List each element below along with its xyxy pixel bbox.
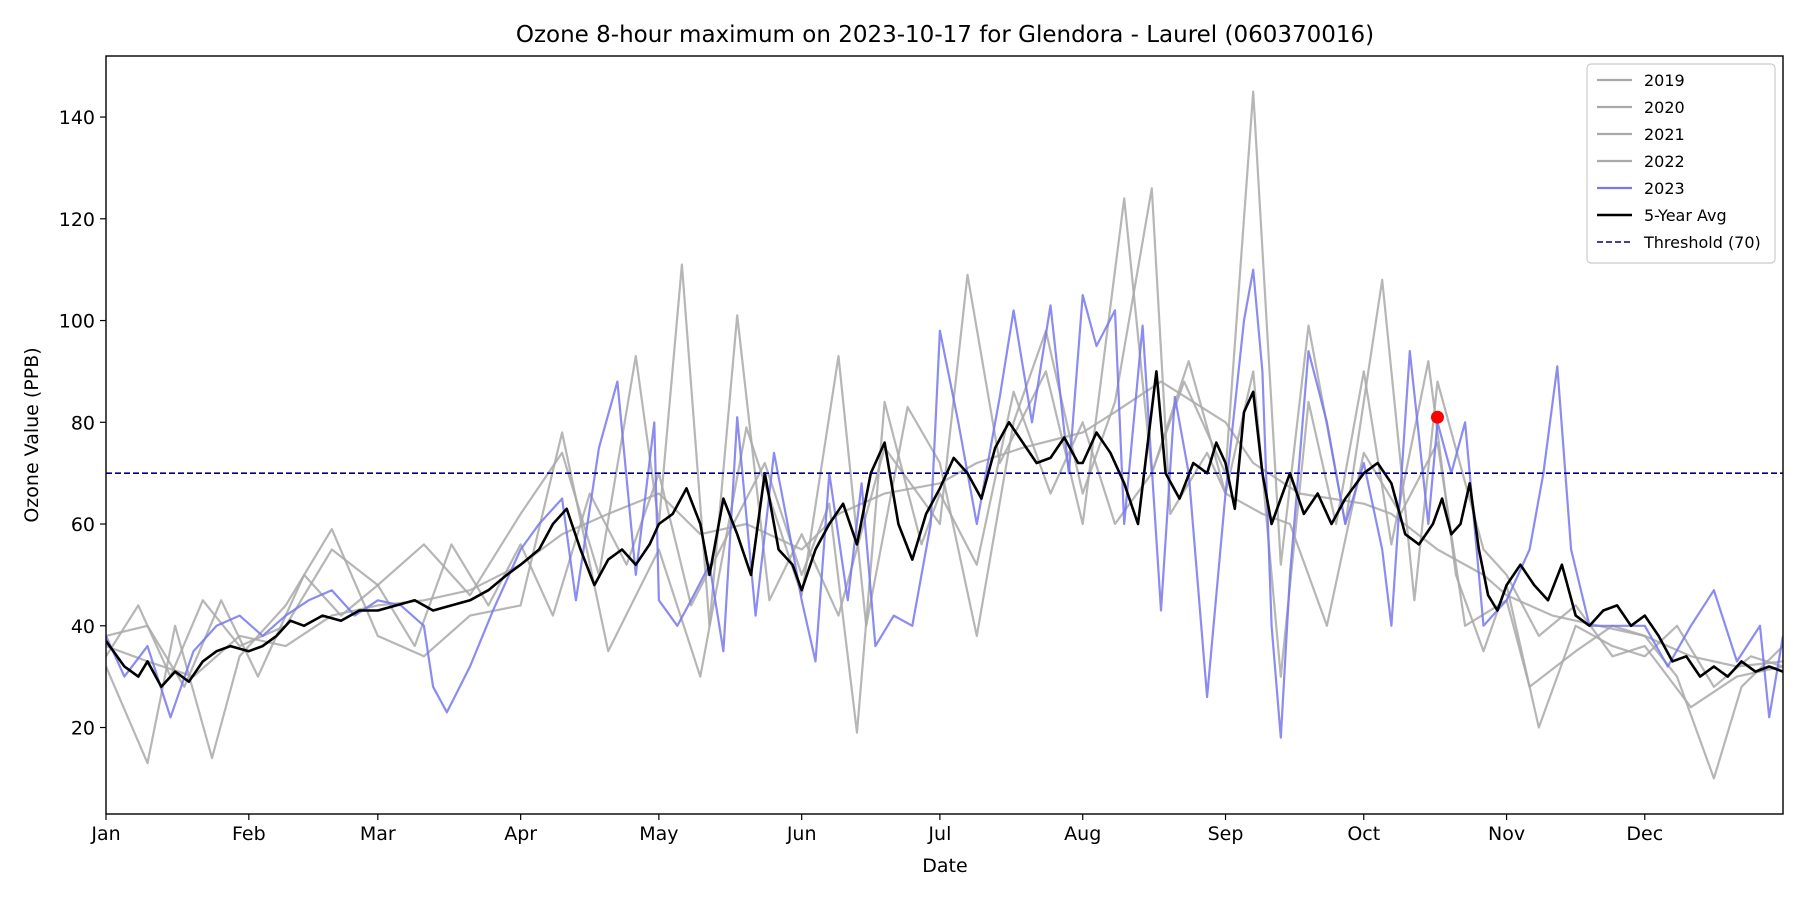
legend-label: 5-Year Avg [1644,206,1727,225]
series-line-2023 [106,268,1783,739]
y-tick-label: 60 [71,514,95,536]
x-tick-label: Dec [1626,823,1663,845]
legend-label: 2023 [1644,179,1685,198]
x-tick-label: Jul [927,823,951,845]
chart-title: Ozone 8-hour maximum on 2023-10-17 for G… [516,22,1374,48]
legend-label: 2022 [1644,152,1685,171]
x-tick-label: Oct [1347,823,1380,845]
legend-box [1586,63,1776,264]
y-tick-label: 20 [71,718,95,740]
plot-frame [105,55,1784,815]
x-tick-label: Aug [1064,823,1101,845]
x-tick-label: Mar [360,823,396,845]
legend-label: Threshold (70) [1643,233,1761,252]
series-layer [106,90,1783,780]
x-axis-label: Date [922,855,967,877]
x-axis: Jan Feb Mar Apr May Jun Jul Aug Sep Oct Nov Dec [90,814,1663,845]
x-tick-label: Feb [232,823,266,845]
y-tick-label: 140 [59,107,95,129]
x-tick-label: Nov [1488,823,1525,845]
x-tick-label: Jun [786,823,817,845]
y-axis-label: Ozone Value (PPB) [21,347,43,522]
legend: 2019 2020 2021 2022 2023 5-Year Avg Threshold … [1586,63,1776,264]
y-tick-label: 120 [59,209,95,231]
legend-label: 2020 [1644,98,1685,117]
x-tick-label: Apr [504,823,537,845]
legend-label: 2021 [1644,125,1685,144]
y-axis: 20 40 60 80 100 120 140 [59,107,106,740]
y-tick-label: 80 [71,412,95,434]
highlight-layer [1430,410,1444,424]
x-tick-label: Sep [1208,823,1244,845]
series-line-2021 [106,187,1783,780]
series-line-2020 [106,90,1783,709]
series-line-2019 [106,380,1783,678]
x-tick-label: May [639,823,678,845]
series-line-5-year-avg [106,370,1783,689]
x-tick-label: Jan [90,823,120,845]
legend-label: 2019 [1644,71,1685,90]
highlight-point [1430,410,1444,424]
y-tick-label: 100 [59,311,95,333]
y-tick-label: 40 [71,616,95,638]
